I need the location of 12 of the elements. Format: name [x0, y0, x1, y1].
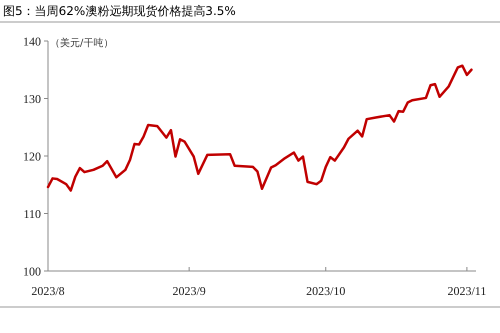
line-series — [46, 64, 473, 192]
y-tick-label: 110 — [23, 207, 41, 221]
chart-title: 图5：当周62%澳粉远期现货价格提高3.5% — [3, 4, 236, 18]
y-tick-label: 100 — [23, 264, 41, 278]
y-tick-label: 130 — [23, 92, 41, 106]
y-tick-label: 140 — [23, 34, 41, 48]
y-axis-title: （美元/干吨） — [50, 37, 114, 49]
y-tick-label: 120 — [23, 150, 41, 164]
x-tick-label: 2023/9 — [172, 284, 206, 298]
x-tick-label: 2023/8 — [31, 284, 65, 298]
x-tick-label: 2023/11 — [447, 284, 486, 298]
x-tick-label: 2023/10 — [306, 284, 346, 298]
